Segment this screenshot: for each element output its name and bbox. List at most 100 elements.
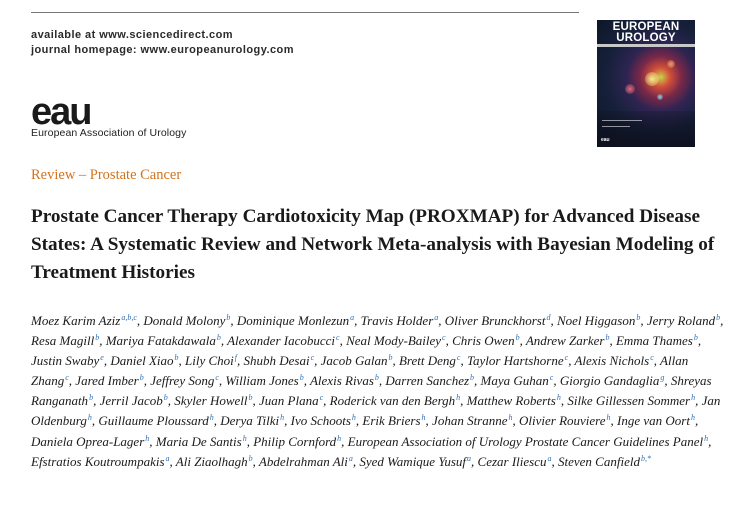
author: Giorgio Gandagliag: [560, 373, 665, 388]
affiliation-marker[interactable]: b: [163, 393, 168, 403]
affiliation-marker[interactable]: c: [564, 353, 569, 363]
affiliation-marker[interactable]: c: [215, 373, 219, 383]
author-name: Alexander Iacobucci: [227, 333, 336, 349]
section-label: Review – Prostate Cancer: [31, 167, 182, 183]
affiliation-marker[interactable]: h: [351, 413, 356, 423]
affiliation-marker[interactable]: b,*: [640, 453, 651, 463]
affiliation-marker[interactable]: h: [421, 413, 426, 423]
affiliation-marker[interactable]: b: [216, 333, 221, 343]
affiliation-marker[interactable]: h: [87, 413, 92, 423]
affiliation-marker[interactable]: h: [242, 433, 247, 443]
author-name: Moez Karim Aziz: [31, 313, 121, 328]
author-name: Steven Canfield: [558, 453, 640, 469]
cover-glow: [645, 72, 659, 86]
affiliation-marker[interactable]: c: [442, 333, 446, 343]
author-name: Silke Gillessen Sommer: [567, 393, 691, 409]
affiliation-marker[interactable]: h: [456, 393, 461, 403]
author: Andrew Zarkerb: [526, 333, 610, 348]
affiliation-marker[interactable]: a,b,c: [121, 313, 137, 322]
affiliation-marker[interactable]: b: [605, 333, 610, 343]
author: Noel Higgasonb: [557, 313, 640, 328]
article-title: Prostate Cancer Therapy Cardiotoxicity M…: [31, 206, 715, 283]
affiliation-marker[interactable]: d: [546, 313, 551, 322]
affiliation-marker[interactable]: b: [248, 453, 253, 463]
affiliation-marker[interactable]: b: [515, 333, 520, 343]
affiliation-marker[interactable]: h: [337, 433, 342, 443]
author-name: Jerril Jacob: [99, 393, 163, 409]
author: Maya Guhanc: [481, 373, 554, 388]
affiliation-marker[interactable]: g: [660, 373, 665, 383]
affiliation-marker[interactable]: h: [280, 413, 285, 423]
affiliation-marker[interactable]: a: [547, 453, 552, 463]
affiliation-marker[interactable]: c: [549, 373, 554, 383]
author-name: Jeffrey Song: [150, 373, 215, 389]
author: Ivo Schootsh: [291, 413, 356, 428]
author-name: Juan Plana: [259, 393, 319, 409]
affiliation-marker[interactable]: h: [556, 393, 561, 403]
author-name: Darren Sanchez: [385, 373, 470, 389]
affiliation-marker[interactable]: h: [209, 413, 214, 423]
affiliation-marker[interactable]: b: [388, 353, 393, 363]
affiliation-marker[interactable]: e: [100, 353, 104, 363]
author: Alexis Nicholsc: [574, 353, 653, 368]
journal-homepage-link[interactable]: journal homepage: www.europeanurology.co…: [31, 44, 294, 56]
cover-glow: [667, 60, 675, 68]
author-name: Johan Stranne: [432, 413, 508, 429]
author-name: European Association of Urology Prostate…: [347, 433, 704, 449]
affiliation-marker[interactable]: h: [508, 413, 513, 423]
affiliation-marker[interactable]: h: [690, 413, 695, 423]
affiliation-marker[interactable]: c: [650, 353, 654, 363]
affiliation-marker[interactable]: h: [606, 413, 611, 423]
affiliation-marker[interactable]: a: [434, 313, 439, 322]
author: Jerril Jacobb: [100, 393, 168, 408]
author-name: Allan Zhang: [31, 353, 689, 389]
author: Alexis Rivasb: [310, 373, 379, 388]
author-name: Neal Mody-Bailey: [346, 333, 442, 349]
author-name: Shubh Desai: [243, 353, 310, 369]
affiliation-marker[interactable]: b: [174, 353, 179, 363]
affiliation-marker[interactable]: c: [310, 353, 315, 363]
affiliation-marker[interactable]: h: [704, 433, 709, 443]
author: Jeffrey Songc: [150, 373, 219, 388]
eau-logo-text: eau: [31, 96, 90, 128]
author: Roderick van den Berghh: [330, 393, 461, 408]
author-name: Roderick van den Bergh: [329, 393, 456, 409]
affiliation-marker[interactable]: c: [336, 333, 340, 343]
affiliation-marker[interactable]: c: [319, 393, 324, 403]
author-name: Shreyas Ranganath: [31, 373, 712, 409]
cover-glow: [625, 84, 635, 94]
affiliation-marker[interactable]: b: [470, 373, 475, 383]
affiliation-marker[interactable]: b: [248, 393, 253, 403]
affiliation-marker[interactable]: b: [139, 373, 144, 383]
affiliation-marker[interactable]: b: [693, 333, 698, 343]
author: Johan Stranneh: [432, 413, 512, 428]
affiliation-marker[interactable]: c: [65, 373, 69, 383]
author-name: Abdelrahman Ali: [258, 453, 348, 469]
affiliation-marker[interactable]: b: [636, 313, 641, 322]
affiliation-marker[interactable]: b: [299, 373, 304, 383]
affiliation-marker[interactable]: b: [95, 333, 100, 343]
affiliation-marker[interactable]: b: [226, 313, 231, 322]
affiliation-marker[interactable]: b: [89, 393, 94, 403]
cover-logo: eau: [601, 137, 610, 143]
affiliation-marker[interactable]: h: [145, 433, 150, 443]
affiliation-marker[interactable]: a: [348, 453, 353, 463]
affiliation-marker[interactable]: b: [374, 373, 379, 383]
author: Erik Briersh: [362, 413, 425, 428]
author-name: Ivo Schoots: [290, 413, 351, 429]
author-name: Giorgio Gandaglia: [559, 373, 660, 389]
author: Neal Mody-Baileyc: [346, 333, 446, 348]
affiliation-marker[interactable]: c: [456, 353, 461, 363]
affiliation-marker[interactable]: a: [467, 453, 472, 463]
sciencedirect-link[interactable]: available at www.sciencedirect.com: [31, 29, 233, 41]
affiliation-marker[interactable]: a: [165, 453, 170, 463]
author-name: Justin Swaby: [31, 353, 100, 369]
author-name: Maya Guhan: [480, 373, 549, 389]
journal-cover-image: EUROPEAN UROLOGY eau: [597, 20, 695, 147]
affiliation-marker[interactable]: a: [350, 313, 355, 322]
affiliation-marker[interactable]: f: [234, 353, 237, 363]
author-name: Alexis Nichols: [574, 353, 650, 369]
affiliation-marker[interactable]: h: [691, 393, 696, 403]
author-name: Travis Holder: [360, 313, 434, 328]
affiliation-marker[interactable]: b: [716, 313, 721, 322]
